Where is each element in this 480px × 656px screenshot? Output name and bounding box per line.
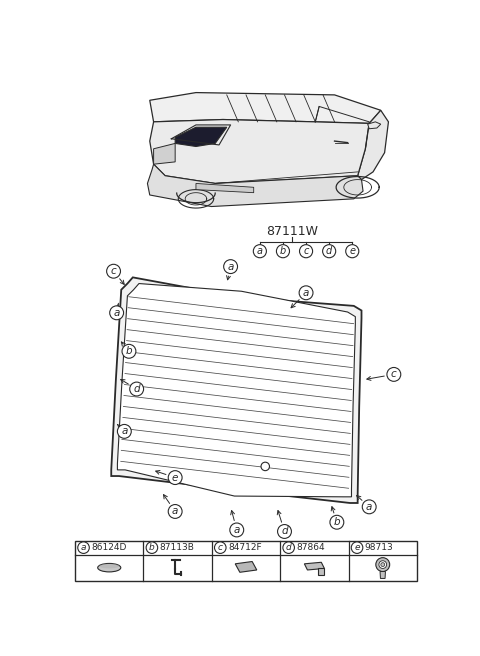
Polygon shape: [111, 277, 361, 503]
Text: c: c: [111, 266, 117, 276]
Circle shape: [224, 260, 238, 274]
Circle shape: [362, 500, 376, 514]
Polygon shape: [235, 562, 257, 572]
Text: e: e: [172, 472, 179, 483]
Text: b: b: [334, 517, 340, 527]
Circle shape: [168, 504, 182, 518]
Polygon shape: [150, 119, 369, 184]
Circle shape: [351, 542, 363, 554]
Text: b: b: [126, 346, 132, 356]
Text: 84712F: 84712F: [228, 543, 262, 552]
Polygon shape: [358, 110, 388, 180]
Polygon shape: [118, 283, 355, 497]
Text: d: d: [133, 384, 140, 394]
Ellipse shape: [98, 564, 121, 572]
Circle shape: [78, 542, 89, 554]
Text: c: c: [218, 543, 223, 552]
FancyBboxPatch shape: [75, 541, 417, 581]
Text: d: d: [286, 543, 291, 552]
Circle shape: [381, 563, 384, 567]
Circle shape: [323, 245, 336, 258]
Polygon shape: [154, 144, 175, 164]
Circle shape: [215, 542, 226, 554]
Circle shape: [299, 286, 313, 300]
Polygon shape: [318, 569, 324, 575]
Circle shape: [379, 561, 386, 569]
Text: 98713: 98713: [365, 543, 394, 552]
Circle shape: [107, 264, 120, 278]
Polygon shape: [304, 562, 324, 570]
Text: a: a: [366, 502, 372, 512]
Polygon shape: [150, 92, 381, 123]
Circle shape: [276, 245, 289, 258]
Text: a: a: [81, 543, 86, 552]
Text: b: b: [149, 543, 155, 552]
Text: 87864: 87864: [296, 543, 325, 552]
Text: a: a: [257, 246, 263, 256]
Circle shape: [283, 542, 294, 554]
Circle shape: [122, 344, 136, 358]
Text: d: d: [326, 246, 332, 256]
Circle shape: [118, 424, 131, 438]
Text: 86124D: 86124D: [91, 543, 127, 552]
Text: e: e: [349, 246, 355, 256]
Text: a: a: [234, 525, 240, 535]
Circle shape: [300, 245, 312, 258]
Circle shape: [346, 245, 359, 258]
Text: e: e: [354, 543, 360, 552]
Circle shape: [261, 462, 269, 470]
Circle shape: [277, 525, 291, 539]
Circle shape: [253, 245, 266, 258]
Circle shape: [168, 470, 182, 485]
Text: a: a: [303, 288, 309, 298]
Circle shape: [146, 542, 158, 554]
Circle shape: [330, 516, 344, 529]
Text: c: c: [303, 246, 309, 256]
Polygon shape: [196, 184, 254, 193]
Text: d: d: [281, 527, 288, 537]
Text: c: c: [391, 369, 396, 379]
Text: 87111W: 87111W: [266, 224, 318, 237]
Polygon shape: [175, 127, 227, 146]
Polygon shape: [147, 164, 363, 207]
Circle shape: [110, 306, 123, 319]
Ellipse shape: [99, 564, 119, 569]
Polygon shape: [380, 571, 385, 579]
Text: b: b: [280, 246, 286, 256]
Text: a: a: [172, 506, 179, 516]
Circle shape: [376, 558, 390, 571]
Text: a: a: [228, 262, 234, 272]
Circle shape: [387, 367, 401, 381]
Text: a: a: [113, 308, 120, 318]
Text: 87113B: 87113B: [160, 543, 194, 552]
Polygon shape: [368, 122, 381, 129]
Circle shape: [230, 523, 244, 537]
Text: a: a: [121, 426, 128, 436]
Circle shape: [130, 382, 144, 396]
